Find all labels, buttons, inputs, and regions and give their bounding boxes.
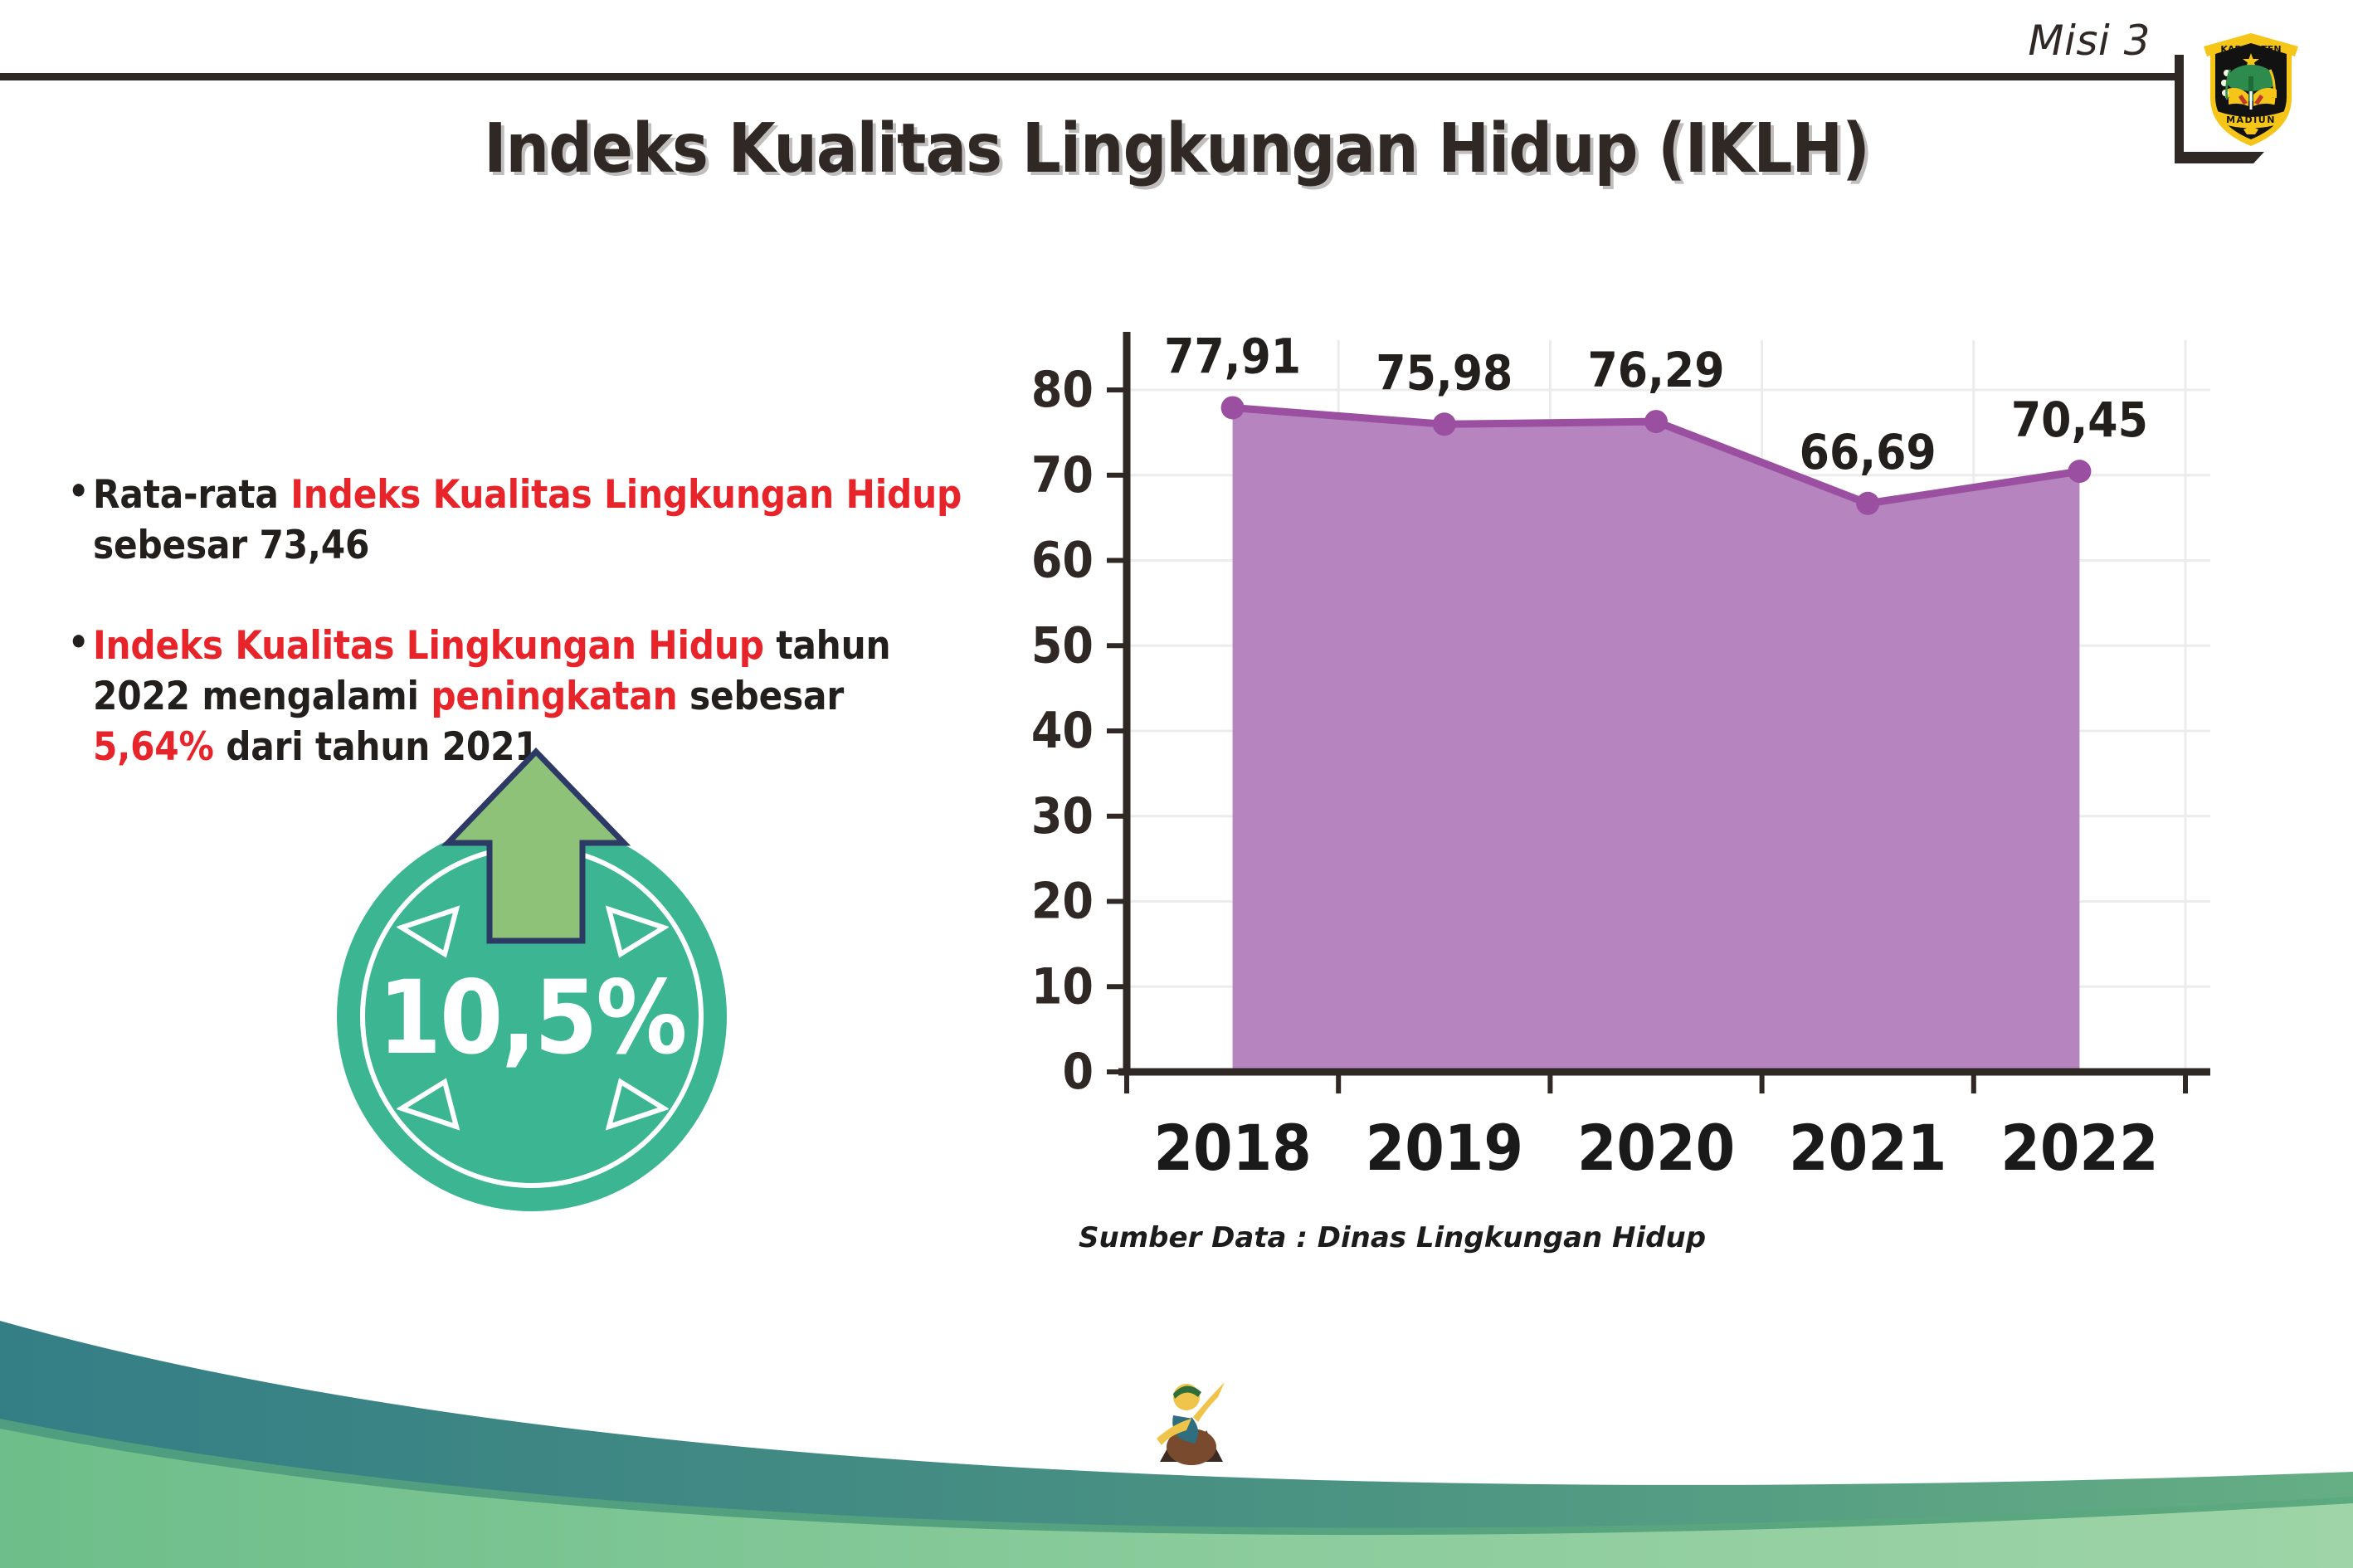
y-axis-tick-label: 40: [1031, 702, 1094, 760]
y-axis-tick-label: 80: [1031, 361, 1094, 419]
x-axis-category-label: 2018: [1153, 1111, 1311, 1185]
badge-tick-top-left: [397, 905, 460, 958]
plain-text: Rata-rata: [93, 472, 291, 518]
data-point-marker: [1220, 396, 1245, 420]
y-axis-tick-label: 10: [1031, 957, 1094, 1015]
page-title: Indeks Kualitas Lingkungan Hidup (IKLH): [484, 110, 1870, 188]
svg-text:KABUPATEN: KABUPATEN: [2220, 44, 2281, 55]
plain-text: sebesar 73,46: [93, 523, 370, 569]
growth-badge: 10,5%: [320, 745, 785, 1218]
kabupaten-madiun-emblem-icon: KABUPATEN MADIUN: [2200, 18, 2302, 151]
chart-source-caption: Sumber Data : Dinas Lingkungan Hidup: [1079, 1221, 1707, 1254]
list-item: Rata-rata Indeks Kualitas Lingkungan Hid…: [68, 468, 964, 571]
data-label: 66,69: [1800, 424, 1936, 480]
highlight-text: 5,64%: [93, 724, 214, 771]
footer-wave-band: [0, 1294, 2353, 1568]
area-fill: [1232, 407, 2080, 1072]
badge-tick-bottom-right: [605, 1078, 669, 1131]
data-label: 70,45: [2011, 392, 2148, 448]
highlight-text: peningkatan: [431, 674, 678, 720]
header-divider-rule: [0, 73, 2180, 80]
data-point-marker: [2068, 460, 2092, 484]
plain-text: sebesar: [677, 674, 845, 720]
x-axis-category-label: 2019: [1366, 1111, 1523, 1185]
data-point-marker: [1432, 412, 1456, 436]
badge-tick-bottom-left: [397, 1078, 460, 1131]
mission-label: Misi 3: [2028, 17, 2151, 65]
footer-caption: Media Infografis Data Statistik Sektoral…: [1226, 1415, 2313, 1462]
x-axis-category-label: 2020: [1577, 1111, 1735, 1185]
plain-text: dari tahun 2021: [213, 724, 539, 771]
x-axis-category-label: 2021: [1789, 1111, 1946, 1185]
y-axis-tick-label: 50: [1031, 616, 1094, 674]
y-axis-tick-label: 0: [1062, 1043, 1094, 1101]
svg-text:MADIUN: MADIUN: [2226, 114, 2276, 125]
data-label: 75,98: [1376, 344, 1513, 401]
highlight-text: Indeks Kualitas Lingkungan Hidup: [290, 472, 962, 518]
chart-canvas: 77,91 75,98 76,29 66,69 70,45 0 10 20 30 40 50 60 70…: [1031, 328, 2210, 1185]
x-axis-category-label: 2022: [2000, 1111, 2158, 1185]
dancer-figure-logo-icon: [1157, 1382, 1225, 1465]
badge-percentage-value: 10,5%: [378, 959, 688, 1077]
y-axis-tick-label: 20: [1031, 873, 1094, 931]
up-arrow-icon: [441, 747, 631, 944]
iklh-area-chart: 77,91 75,98 76,29 66,69 70,45 0 10 20 30 40 50 60 70…: [984, 292, 2278, 1271]
badge-tick-top-right: [605, 905, 669, 958]
header-bracket-foot: [2175, 152, 2264, 163]
highlight-text: Indeks Kualitas Lingkungan Hidup: [93, 623, 764, 670]
header-vertical-bar: [2175, 55, 2184, 159]
data-label: 77,91: [1164, 328, 1301, 384]
y-axis-tick-label: 60: [1031, 532, 1094, 590]
list-item: Indeks Kualitas Lingkungan Hidup tahun 2…: [68, 619, 964, 772]
data-point-marker: [1856, 491, 1880, 515]
y-axis-tick-label: 30: [1031, 787, 1094, 845]
data-point-marker: [1644, 410, 1668, 434]
y-axis-tick-label: 70: [1031, 446, 1094, 504]
data-label: 76,29: [1587, 342, 1724, 398]
plain-text: tahun 2022 mengalami: [93, 623, 891, 720]
insight-bullet-list: Rata-rata Indeks Kualitas Lingkungan Hid…: [68, 468, 964, 822]
